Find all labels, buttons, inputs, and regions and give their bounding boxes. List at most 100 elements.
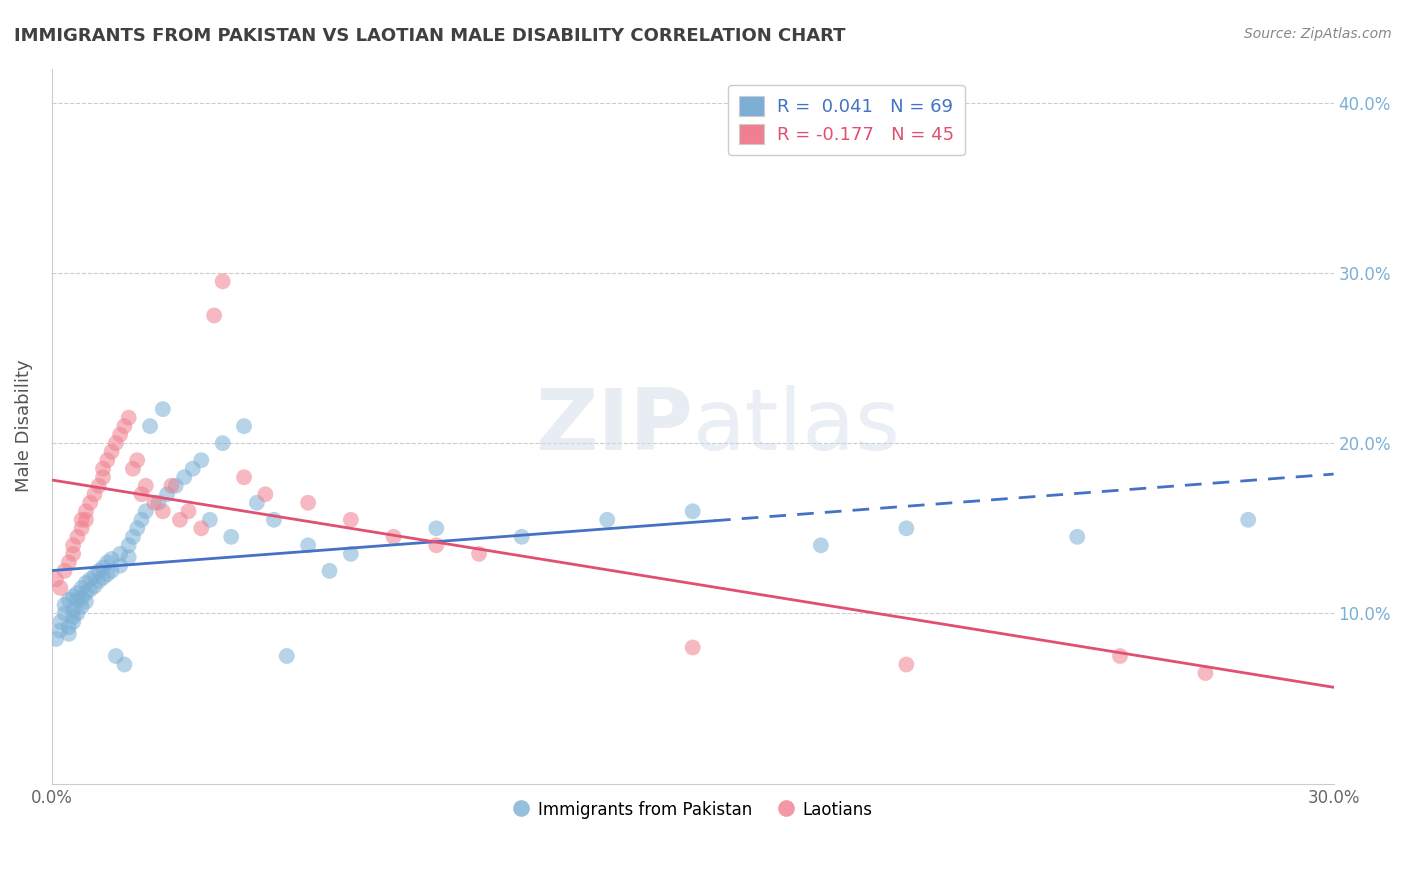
- Point: [87, 574, 110, 588]
- Point: [62, 590, 84, 604]
- Point: [58, 555, 80, 569]
- Point: [1237, 513, 1260, 527]
- Point: [62, 610, 84, 624]
- Text: ZIP: ZIP: [534, 384, 693, 467]
- Point: [49, 581, 72, 595]
- Point: [211, 436, 233, 450]
- Point: [45, 632, 67, 646]
- Point: [66, 586, 89, 600]
- Point: [62, 615, 84, 629]
- Point: [100, 444, 122, 458]
- Point: [87, 479, 110, 493]
- Point: [596, 513, 619, 527]
- Point: [66, 607, 89, 621]
- Point: [1109, 648, 1132, 663]
- Point: [58, 627, 80, 641]
- Point: [108, 558, 131, 573]
- Point: [66, 592, 89, 607]
- Point: [112, 419, 135, 434]
- Point: [219, 530, 242, 544]
- Point: [53, 607, 76, 621]
- Point: [152, 504, 174, 518]
- Point: [66, 530, 89, 544]
- Point: [131, 487, 153, 501]
- Point: [468, 547, 491, 561]
- Point: [53, 598, 76, 612]
- Point: [108, 427, 131, 442]
- Point: [318, 564, 340, 578]
- Point: [87, 564, 110, 578]
- Point: [425, 521, 447, 535]
- Point: [896, 521, 918, 535]
- Point: [263, 513, 285, 527]
- Point: [49, 615, 72, 629]
- Point: [1194, 666, 1216, 681]
- Text: Source: ZipAtlas.com: Source: ZipAtlas.com: [1244, 27, 1392, 41]
- Text: atlas: atlas: [693, 384, 901, 467]
- Point: [91, 470, 114, 484]
- Point: [58, 592, 80, 607]
- Point: [177, 504, 200, 518]
- Point: [131, 513, 153, 527]
- Point: [75, 594, 97, 608]
- Point: [425, 538, 447, 552]
- Point: [79, 582, 101, 597]
- Point: [682, 640, 704, 655]
- Point: [340, 547, 363, 561]
- Point: [118, 410, 141, 425]
- Point: [70, 581, 93, 595]
- Point: [297, 496, 319, 510]
- Point: [202, 309, 225, 323]
- Point: [83, 569, 105, 583]
- Point: [165, 479, 187, 493]
- Point: [160, 479, 183, 493]
- Point: [896, 657, 918, 672]
- Point: [79, 573, 101, 587]
- Point: [233, 419, 256, 434]
- Point: [246, 496, 269, 510]
- Point: [156, 487, 179, 501]
- Point: [112, 657, 135, 672]
- Point: [127, 453, 149, 467]
- Point: [181, 461, 204, 475]
- Point: [190, 453, 212, 467]
- Point: [58, 620, 80, 634]
- Point: [682, 504, 704, 518]
- Point: [104, 436, 127, 450]
- Point: [96, 567, 118, 582]
- Point: [70, 521, 93, 535]
- Point: [79, 496, 101, 510]
- Point: [75, 586, 97, 600]
- Point: [169, 513, 191, 527]
- Y-axis label: Male Disability: Male Disability: [15, 359, 32, 492]
- Point: [810, 538, 832, 552]
- Point: [340, 513, 363, 527]
- Point: [62, 547, 84, 561]
- Point: [135, 479, 157, 493]
- Point: [70, 599, 93, 614]
- Point: [75, 575, 97, 590]
- Point: [139, 419, 162, 434]
- Point: [118, 550, 141, 565]
- Point: [104, 648, 127, 663]
- Point: [122, 461, 145, 475]
- Point: [70, 513, 93, 527]
- Point: [96, 453, 118, 467]
- Point: [135, 504, 157, 518]
- Point: [382, 530, 405, 544]
- Point: [276, 648, 298, 663]
- Point: [190, 521, 212, 535]
- Point: [152, 402, 174, 417]
- Point: [108, 547, 131, 561]
- Point: [211, 274, 233, 288]
- Point: [100, 564, 122, 578]
- Text: IMMIGRANTS FROM PAKISTAN VS LAOTIAN MALE DISABILITY CORRELATION CHART: IMMIGRANTS FROM PAKISTAN VS LAOTIAN MALE…: [14, 27, 845, 45]
- Point: [96, 555, 118, 569]
- Point: [297, 538, 319, 552]
- Point: [83, 487, 105, 501]
- Point: [91, 560, 114, 574]
- Point: [91, 571, 114, 585]
- Point: [62, 538, 84, 552]
- Point: [122, 530, 145, 544]
- Point: [75, 504, 97, 518]
